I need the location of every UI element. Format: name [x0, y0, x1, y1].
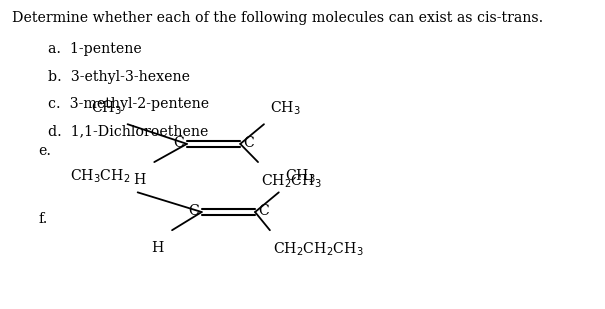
Text: CH$_3$: CH$_3$: [285, 167, 315, 185]
Text: C: C: [173, 136, 184, 150]
Text: f.: f.: [39, 212, 48, 226]
Text: c.  3-methyl-2-pentene: c. 3-methyl-2-pentene: [48, 97, 209, 111]
Text: H: H: [151, 241, 163, 255]
Text: C: C: [188, 204, 199, 218]
Text: C: C: [258, 204, 269, 218]
Text: C: C: [243, 136, 254, 150]
Text: e.: e.: [39, 144, 51, 158]
Text: CH$_2$CH$_2$CH$_3$: CH$_2$CH$_2$CH$_3$: [273, 241, 364, 258]
Text: b.  3-ethyl-3-hexene: b. 3-ethyl-3-hexene: [48, 70, 189, 84]
Text: CH$_2$CH$_3$: CH$_2$CH$_3$: [261, 173, 322, 190]
Text: a.  1-pentene: a. 1-pentene: [48, 42, 142, 57]
Text: CH$_3$CH$_2$: CH$_3$CH$_2$: [70, 167, 131, 185]
Text: H: H: [133, 173, 145, 187]
Text: Determine whether each of the following molecules can exist as cis-trans.: Determine whether each of the following …: [12, 11, 543, 25]
Text: CH$_3$: CH$_3$: [270, 99, 301, 116]
Text: CH$_3$: CH$_3$: [91, 99, 122, 116]
Text: d.  1,1-Dichloroethene: d. 1,1-Dichloroethene: [48, 124, 208, 138]
